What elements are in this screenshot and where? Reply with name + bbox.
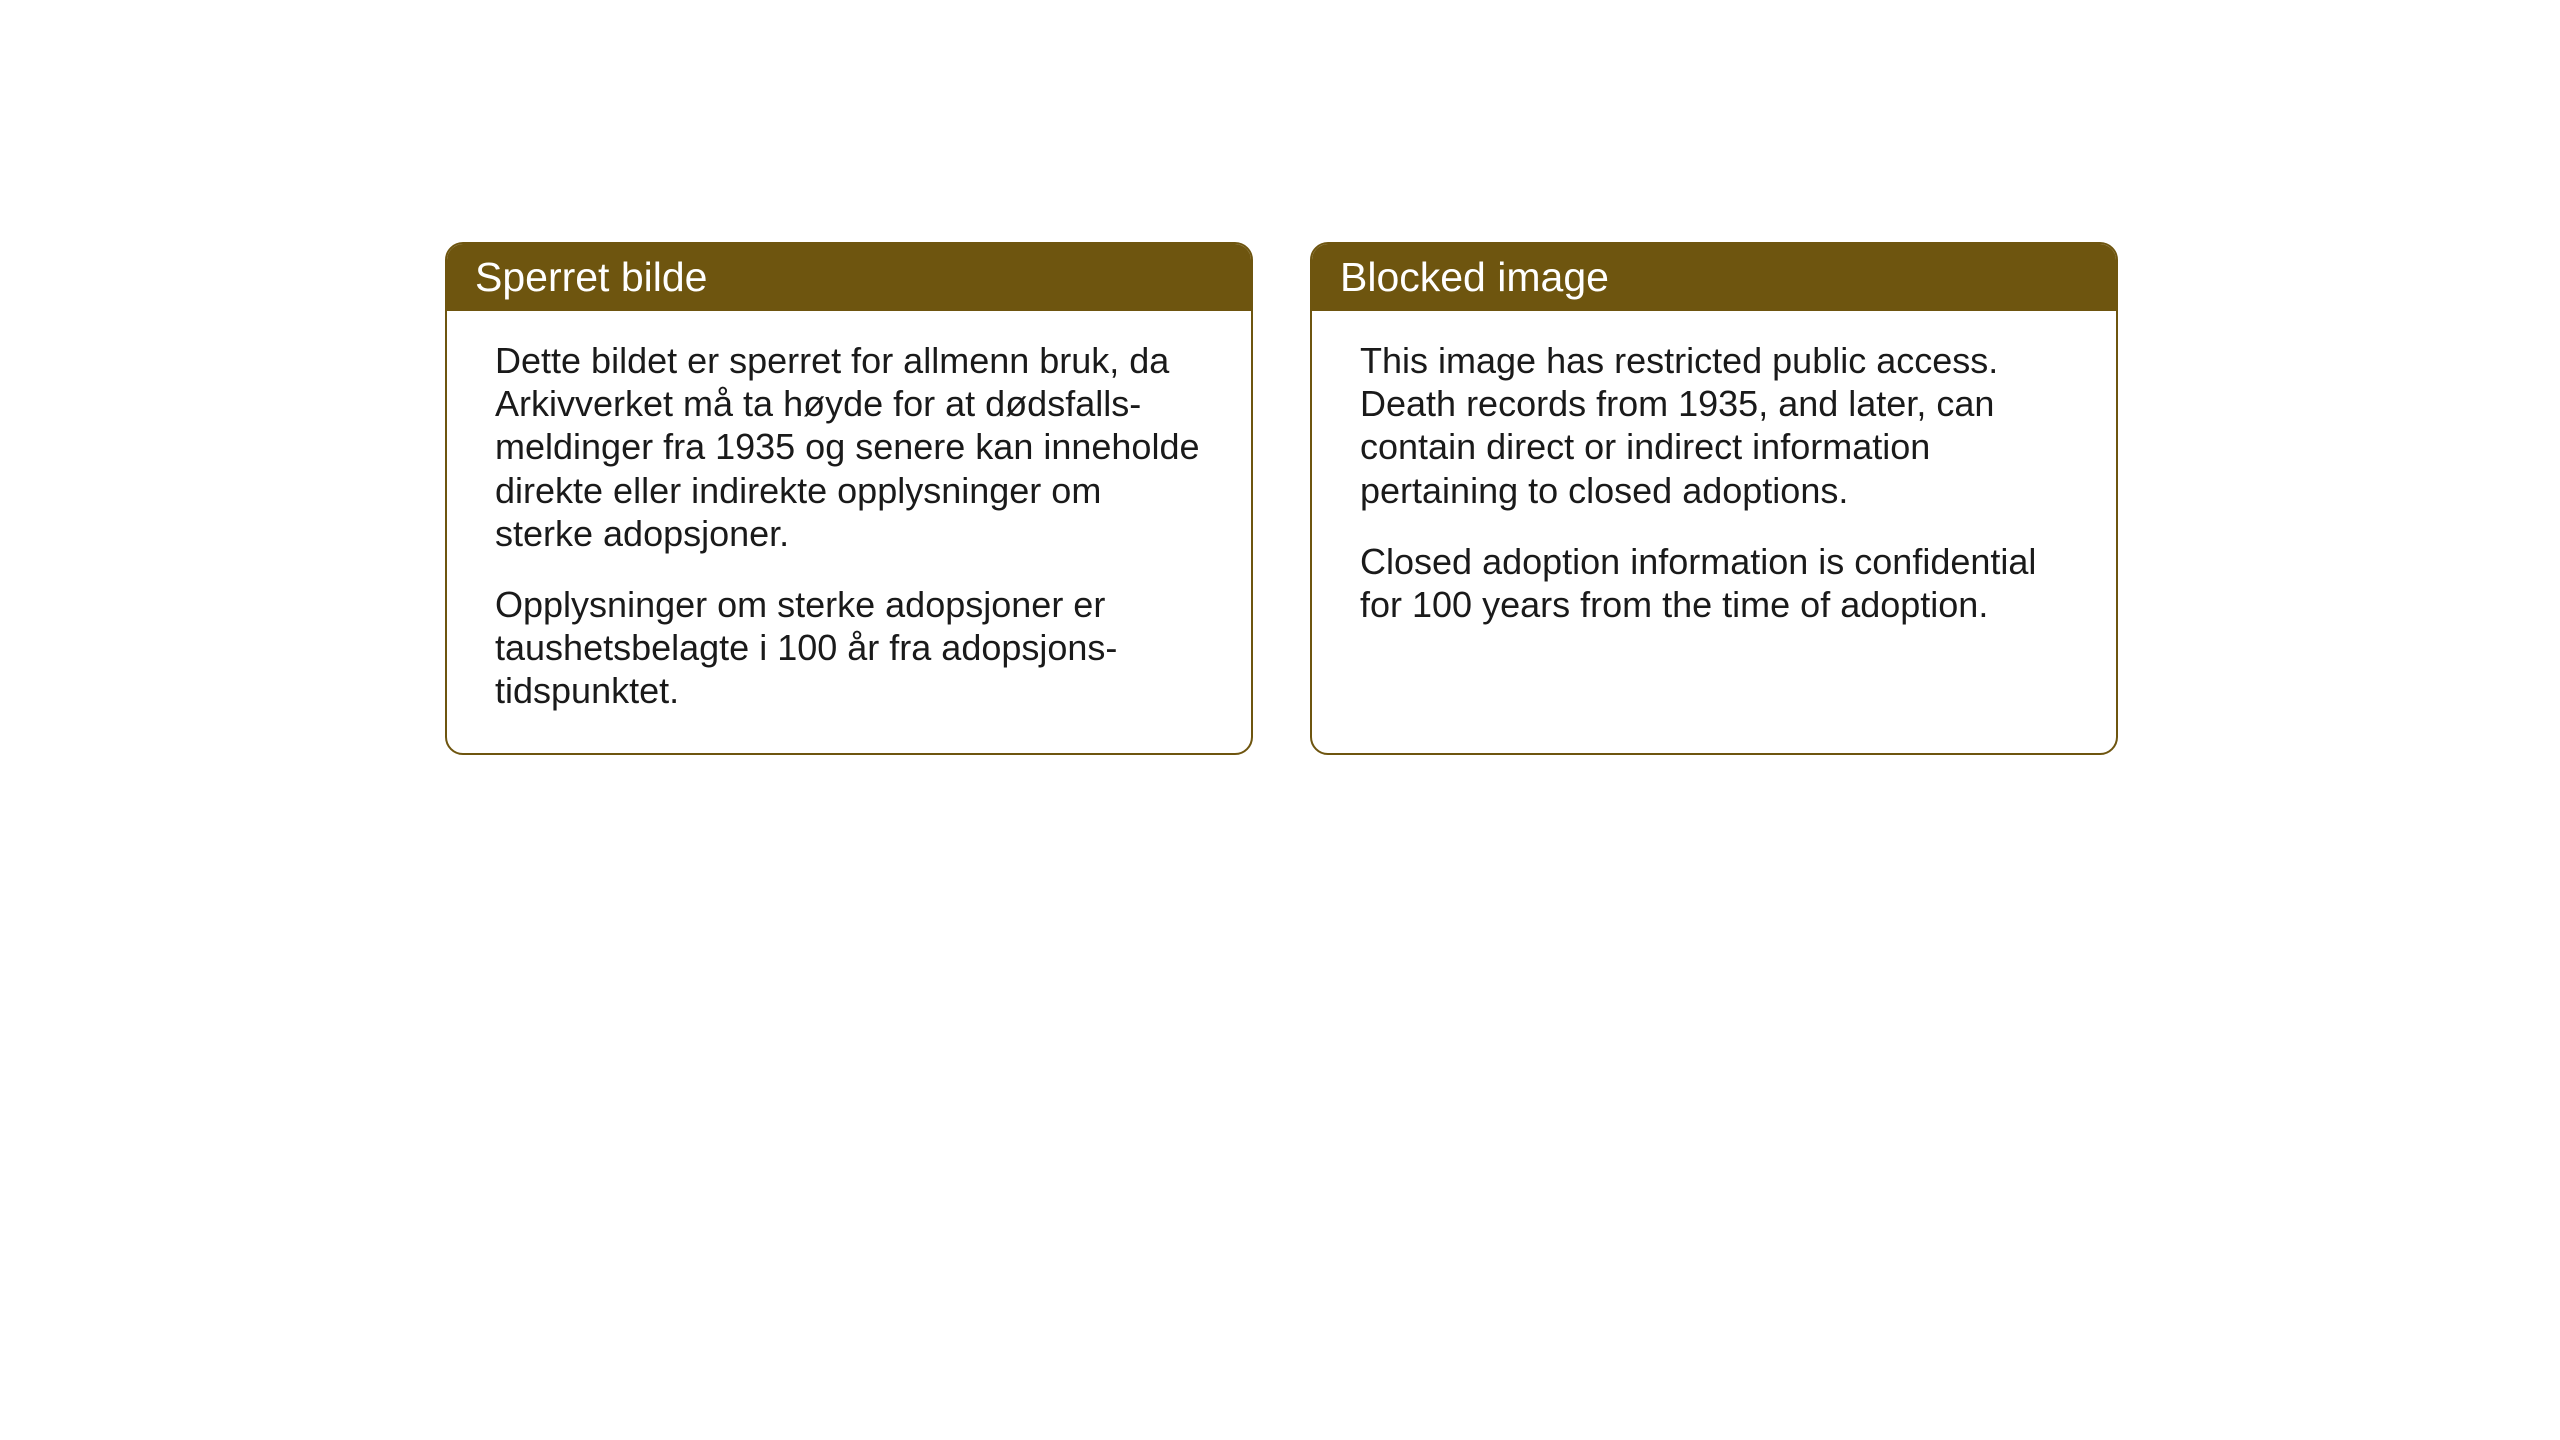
card-title-english: Blocked image (1340, 254, 1609, 300)
card-paragraph-1-english: This image has restricted public access.… (1360, 339, 2068, 512)
card-paragraph-1-norwegian: Dette bildet er sperret for allmenn bruk… (495, 339, 1203, 555)
card-title-norwegian: Sperret bilde (475, 254, 707, 300)
card-paragraph-2-english: Closed adoption information is confident… (1360, 540, 2068, 626)
card-header-english: Blocked image (1312, 244, 2116, 311)
card-body-english: This image has restricted public access.… (1312, 311, 2116, 666)
notice-card-english: Blocked image This image has restricted … (1310, 242, 2118, 755)
notice-container: Sperret bilde Dette bildet er sperret fo… (445, 242, 2118, 755)
card-header-norwegian: Sperret bilde (447, 244, 1251, 311)
notice-card-norwegian: Sperret bilde Dette bildet er sperret fo… (445, 242, 1253, 755)
card-body-norwegian: Dette bildet er sperret for allmenn bruk… (447, 311, 1251, 753)
card-paragraph-2-norwegian: Opplysninger om sterke adopsjoner er tau… (495, 583, 1203, 713)
